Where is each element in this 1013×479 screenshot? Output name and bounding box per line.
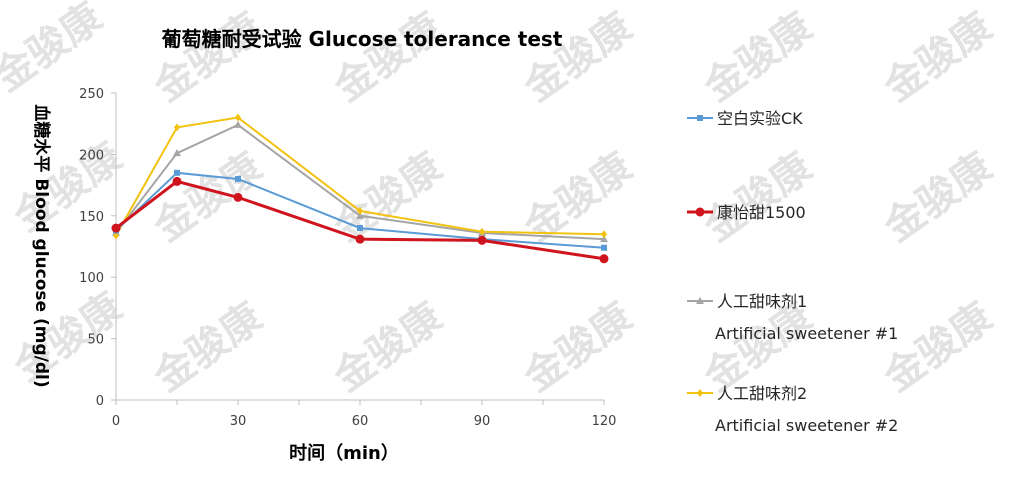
legend-label: 人工甜味剂2 <box>717 384 807 403</box>
legend: 空白实验CK 康怡甜1500 人工甜味剂1 Artificial sweetener … <box>687 109 898 435</box>
y-tick-label: 250 <box>79 87 104 102</box>
watermark-text: 金骏康 <box>5 283 131 391</box>
data-point <box>174 123 180 132</box>
legend-label-en: Artificial sweetener #1 <box>715 324 898 343</box>
y-tick-label: 0 <box>96 394 104 409</box>
data-point <box>601 244 607 251</box>
x-tick-label: 30 <box>230 414 247 429</box>
watermark-text: 金骏康 <box>145 143 271 251</box>
data-point <box>601 230 607 239</box>
x-tick-label: 60 <box>352 414 369 429</box>
watermark-text: 金骏康 <box>875 3 1001 111</box>
watermark-text: 金骏康 <box>5 133 131 241</box>
legend-label: 康怡甜1500 <box>717 203 806 222</box>
data-point <box>357 225 363 232</box>
y-axis-label: 血糖水平 Blood glucose (mg/dl) <box>31 104 52 387</box>
legend-marker <box>697 115 703 121</box>
watermark-text: 金骏康 <box>875 293 1001 401</box>
watermark-text: 金骏康 <box>875 143 1001 251</box>
watermark-text: 金骏康 <box>325 293 451 401</box>
axes: 0 50 100 150 200 250 0 30 60 90 120 <box>79 87 616 429</box>
legend-marker <box>696 297 704 304</box>
plot-area <box>111 113 609 264</box>
data-point <box>356 211 364 219</box>
x-tick-label: 90 <box>474 414 491 429</box>
legend-marker <box>695 207 705 217</box>
series-line <box>115 171 605 249</box>
watermark-text: 金骏康 <box>695 143 821 251</box>
data-point <box>172 176 182 186</box>
data-point <box>235 113 241 122</box>
legend-item: 人工甜味剂2 Artificial sweetener #2 <box>687 384 898 435</box>
watermark-text: 金骏康 <box>695 3 821 111</box>
legend-item: 空白实验CK <box>687 109 803 128</box>
series-line <box>115 179 605 261</box>
chart-title: 葡萄糖耐受试验 Glucose tolerance test <box>161 27 563 51</box>
watermark-text: 金骏康 <box>515 293 641 401</box>
y-tick-label: 50 <box>87 333 104 348</box>
legend-label: 人工甜味剂1 <box>717 292 807 311</box>
legend-marker <box>697 389 703 397</box>
watermark-text: 金骏康 <box>325 3 451 111</box>
series-line <box>115 116 605 236</box>
y-tick-label: 200 <box>79 148 104 163</box>
series-3 <box>113 113 607 240</box>
data-point <box>173 149 181 157</box>
data-point <box>355 234 365 244</box>
y-tick-label: 150 <box>79 210 104 225</box>
data-point <box>599 254 609 264</box>
legend-item: 康怡甜1500 <box>687 203 806 222</box>
watermark-text: 金骏康 <box>515 3 641 111</box>
legend-label: 空白实验CK <box>717 109 803 128</box>
legend-item: 人工甜味剂1 Artificial sweetener #1 <box>687 292 898 343</box>
data-point <box>111 223 121 233</box>
y-tick-label: 100 <box>79 271 104 286</box>
data-point <box>234 120 242 128</box>
data-point <box>233 192 243 202</box>
series-line <box>115 123 605 241</box>
x-axis-label: 时间（min） <box>289 443 399 464</box>
data-point <box>357 206 363 215</box>
data-point <box>479 227 485 236</box>
data-point <box>174 169 180 176</box>
x-tick-label: 0 <box>112 414 120 429</box>
watermark-text: 金骏康 <box>145 293 271 401</box>
watermark-text: 金骏康 <box>145 3 271 111</box>
data-point <box>600 235 608 243</box>
series-1 <box>111 176 609 264</box>
data-point <box>477 235 487 245</box>
data-point <box>235 175 241 182</box>
x-tick-label: 120 <box>592 414 617 429</box>
legend-label-en: Artificial sweetener #2 <box>715 416 898 435</box>
